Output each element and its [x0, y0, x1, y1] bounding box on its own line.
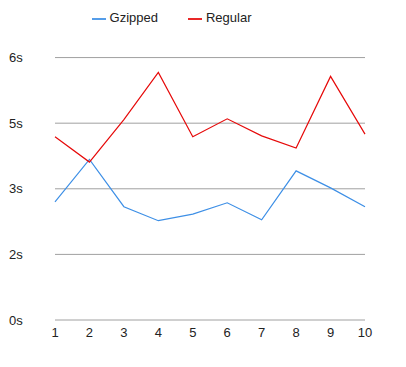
svg-text:1: 1 [51, 325, 58, 340]
svg-text:2: 2 [86, 325, 93, 340]
svg-text:6: 6 [224, 325, 231, 340]
svg-text:9: 9 [327, 325, 334, 340]
svg-text:5: 5 [189, 325, 196, 340]
svg-text:6s: 6s [9, 50, 23, 65]
svg-text:7: 7 [258, 325, 265, 340]
svg-text:4: 4 [155, 325, 162, 340]
svg-text:2s: 2s [9, 247, 23, 262]
svg-text:0s: 0s [9, 313, 23, 328]
svg-text:3s: 3s [9, 181, 23, 196]
html-text:Regular: Regular [205, 10, 252, 25]
svg-text:3: 3 [120, 325, 127, 340]
html-text:Gzipped: Gzipped [109, 10, 158, 25]
svg-text:10: 10 [358, 325, 372, 340]
svg-text:5s: 5s [9, 116, 23, 131]
svg-text:8: 8 [292, 325, 299, 340]
